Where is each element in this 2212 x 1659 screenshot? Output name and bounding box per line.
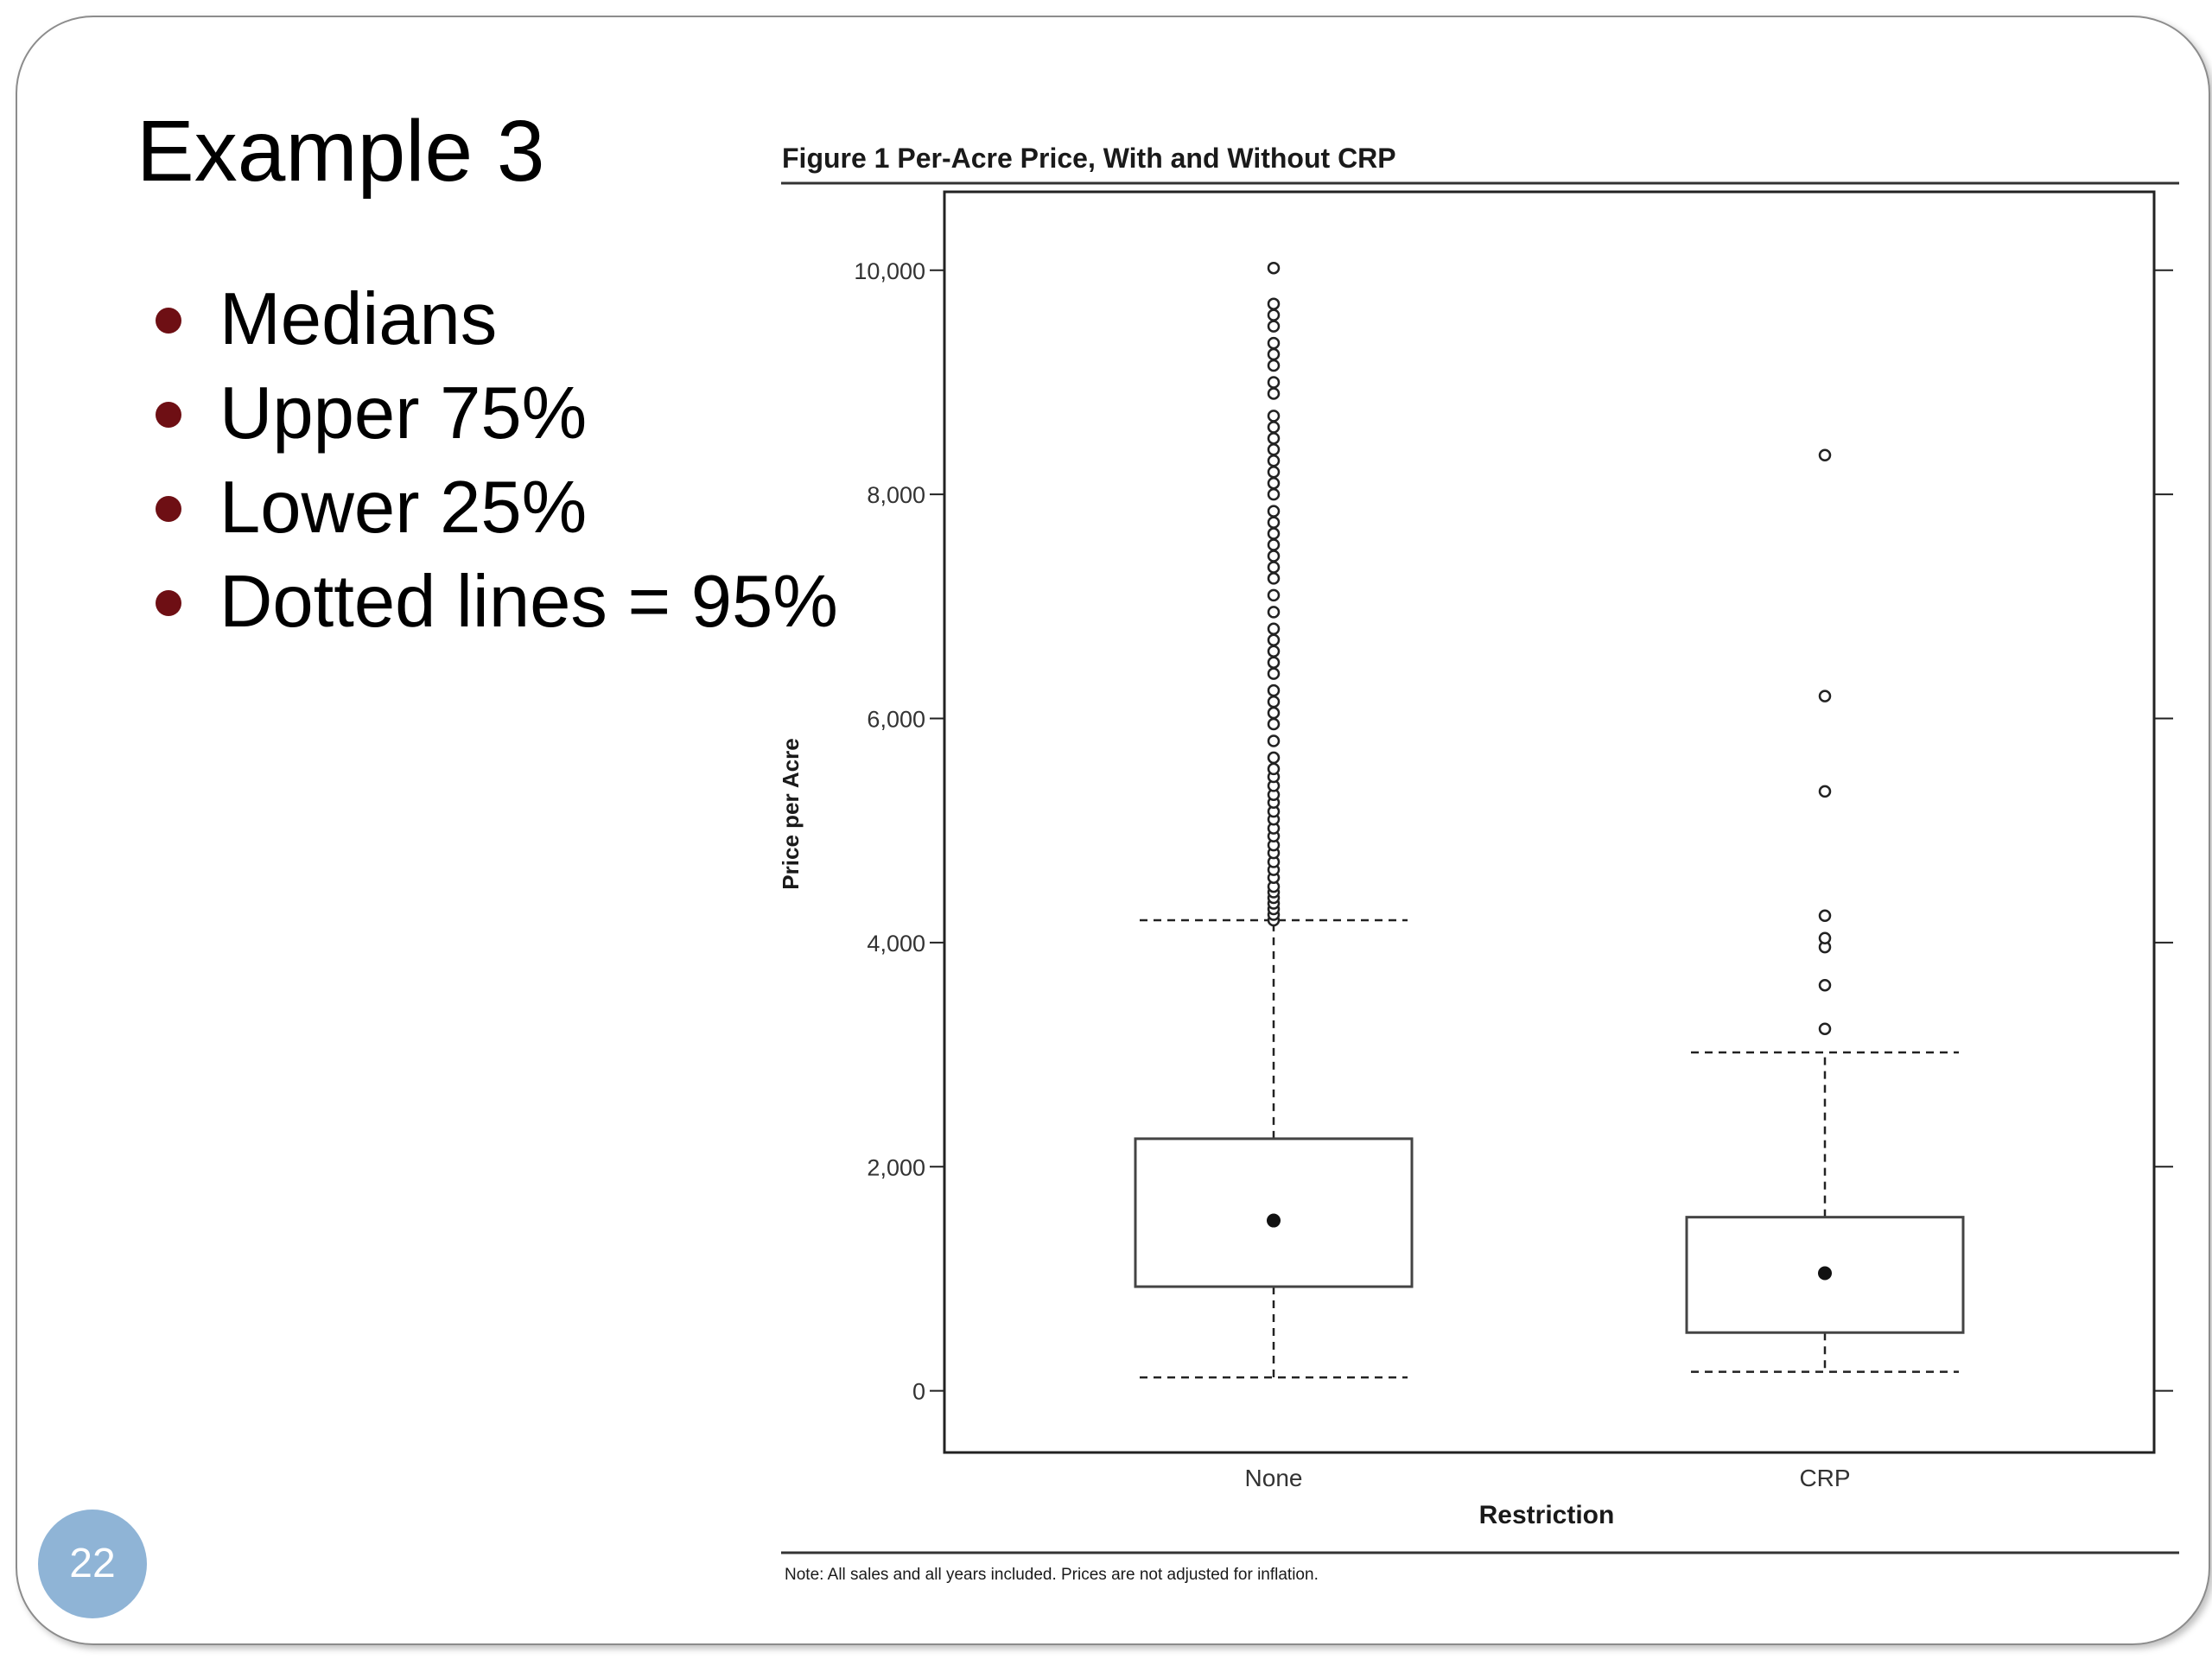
box-none — [1134, 261, 1414, 1379]
outlier-point — [1267, 622, 1281, 636]
outlier-point — [1267, 667, 1281, 680]
boxes — [1134, 261, 1965, 1379]
y-tick-label: 2,000 — [867, 1154, 925, 1180]
x-axis: None CRP — [1245, 1465, 1851, 1491]
x-tick-label: None — [1245, 1465, 1303, 1491]
outlier-point — [1818, 909, 1832, 923]
outlier-point — [1267, 387, 1281, 400]
outlier-point — [1818, 785, 1832, 798]
y-tick-label: 4,000 — [867, 931, 925, 957]
bullet-item-medians: Medians — [131, 272, 838, 366]
outlier-point — [1267, 516, 1281, 529]
bullet-text: Dotted lines = 95% — [219, 561, 838, 643]
outlier-point — [1267, 550, 1281, 563]
bullet-list: Medians Upper 75% Lower 25% Dotted lines… — [131, 272, 838, 649]
outlier-point — [1267, 706, 1281, 720]
y-tick-label: 8,000 — [867, 482, 925, 508]
outlier-point — [1267, 645, 1281, 658]
outlier-point — [1267, 261, 1281, 275]
outlier-point — [1267, 454, 1281, 467]
outlier-point — [1267, 443, 1281, 456]
x-axis-label: Restriction — [1479, 1501, 1615, 1529]
outlier-point — [1818, 931, 1832, 944]
y-tick-label: 10,000 — [854, 258, 925, 284]
bullet-dot-icon — [156, 402, 181, 428]
bullet-item-lower-25: Lower 25% — [131, 461, 838, 555]
outlier-point — [1267, 505, 1281, 518]
iqr-box — [1134, 1137, 1414, 1288]
outlier-point — [1267, 683, 1281, 697]
y-axis: 0 2,000 4,000 6,000 8,000 10,000 — [854, 258, 944, 1405]
figure-title: Figure 1 Per-Acre Price, With and Withou… — [782, 143, 1396, 174]
slide-number-badge: 22 — [38, 1510, 147, 1618]
median-point — [1818, 1266, 1832, 1281]
outlier-point — [1267, 538, 1281, 551]
outlier-point — [1267, 588, 1281, 602]
outlier-point — [1267, 717, 1281, 731]
right-axis-ticks — [2154, 269, 2173, 1392]
outlier-point — [1267, 308, 1281, 321]
bullet-dot-icon — [156, 590, 181, 616]
bullet-text: Lower 25% — [219, 467, 588, 549]
outlier-point — [1267, 376, 1281, 389]
outlier-point — [1267, 432, 1281, 445]
plot-frame — [943, 190, 2156, 1454]
bullet-dot-icon — [156, 308, 181, 334]
outlier-point — [1818, 690, 1832, 702]
slide-title: Example 3 — [137, 103, 545, 200]
outlier-point — [1267, 410, 1281, 423]
outlier-point — [1267, 606, 1281, 619]
median-point — [1267, 1213, 1281, 1228]
outlier-point — [1267, 336, 1281, 350]
outlier-point — [1267, 572, 1281, 585]
outlier-point — [1267, 561, 1281, 574]
box-crp — [1685, 448, 1965, 1373]
bullet-item-upper-75: Upper 75% — [131, 366, 838, 461]
outlier-point — [1267, 656, 1281, 669]
bullet-text: Upper 75% — [219, 372, 588, 454]
slide: Example 3 Medians Upper 75% Lower 25% Do… — [16, 16, 2210, 1645]
bullet-text: Medians — [219, 278, 498, 360]
outlier-point — [1267, 487, 1281, 501]
outlier-point — [1267, 465, 1281, 479]
outlier-point — [1267, 476, 1281, 490]
y-tick-label: 0 — [912, 1379, 925, 1405]
outlier-point — [1267, 359, 1281, 372]
figure-note: Note: All sales and all years included. … — [785, 1566, 1319, 1584]
outlier-point — [1267, 751, 1281, 765]
bullet-dot-icon — [156, 496, 181, 522]
outlier-point — [1267, 297, 1281, 310]
outlier-point — [1267, 734, 1281, 747]
outlier-point — [1818, 448, 1832, 462]
outlier-point — [1267, 347, 1281, 361]
outlier-point — [1267, 527, 1281, 540]
outlier-point — [1818, 978, 1832, 992]
x-tick-label: CRP — [1799, 1465, 1850, 1491]
y-tick-label: 6,000 — [867, 707, 925, 733]
outlier-point — [1267, 695, 1281, 709]
outlier-point — [1818, 1022, 1832, 1036]
y-axis-label: Price per Acre — [778, 738, 804, 889]
outlier-point — [1267, 320, 1281, 333]
outlier-point — [1267, 762, 1281, 776]
bullet-item-dotted-lines: Dotted lines = 95% — [131, 555, 838, 649]
outlier-point — [1267, 421, 1281, 434]
boxplot-figure: Figure 1 Per-Acre Price, With and Withou… — [778, 143, 2179, 1584]
outlier-point — [1267, 633, 1281, 647]
